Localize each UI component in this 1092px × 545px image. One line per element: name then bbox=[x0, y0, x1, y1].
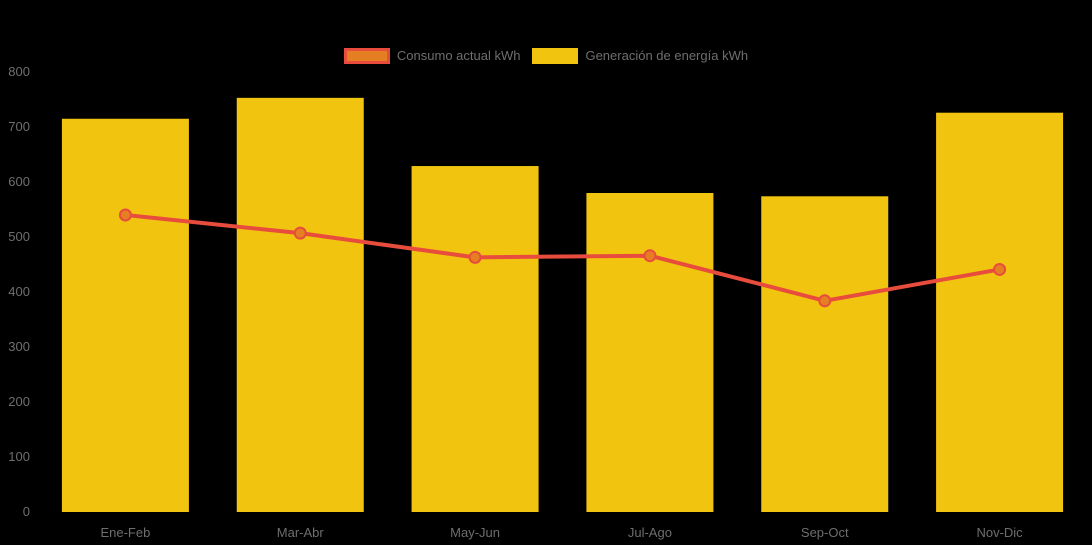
legend-label-generacion: Generación de energía kWh bbox=[585, 48, 749, 63]
y-tick-label-200: 200 bbox=[8, 394, 30, 409]
x-tick-label-mar-abr: Mar-Abr bbox=[276, 525, 324, 540]
line-point-sep-oct[interactable] bbox=[818, 294, 832, 308]
bar-series-swatch-icon bbox=[532, 48, 579, 64]
line-point-jul-ago[interactable] bbox=[643, 249, 657, 263]
x-tick-label-ene-feb: Ene-Feb bbox=[100, 525, 151, 540]
x-tick-label-may-jun: May-Jun bbox=[450, 525, 500, 540]
y-tick-label-600: 600 bbox=[8, 174, 30, 189]
line-series-swatch-icon bbox=[343, 48, 390, 64]
x-tick-label-sep-oct: Sep-Oct bbox=[800, 525, 849, 540]
y-tick-label-0: 0 bbox=[22, 504, 30, 519]
line-point-mar-abr[interactable] bbox=[293, 226, 307, 240]
y-tick-label-800: 800 bbox=[8, 64, 30, 79]
bar-may-jun[interactable] bbox=[411, 166, 539, 513]
bar-ene-feb[interactable] bbox=[61, 118, 189, 512]
y-tick-label-400: 400 bbox=[8, 284, 30, 299]
line-point-nov-dic[interactable] bbox=[993, 262, 1007, 276]
consumo-line bbox=[123, 213, 1002, 303]
legend: Consumo actual kWh Generación de energía… bbox=[0, 48, 1092, 64]
legend-item-generacion[interactable]: Generación de energía kWh bbox=[532, 48, 748, 64]
bar-sep-oct[interactable] bbox=[761, 196, 889, 513]
x-tick-label-jul-ago: Jul-Ago bbox=[627, 525, 672, 540]
y-tick-label-700: 700 bbox=[8, 119, 30, 134]
y-tick-label-100: 100 bbox=[8, 449, 30, 464]
y-tick-label-300: 300 bbox=[8, 339, 30, 354]
legend-item-consumo[interactable]: Consumo actual kWh bbox=[343, 48, 521, 64]
bar-mar-abr[interactable] bbox=[236, 97, 364, 512]
x-tick-label-nov-dic: Nov-Dic bbox=[976, 525, 1023, 540]
bar-nov-dic[interactable] bbox=[936, 112, 1064, 512]
line-point-may-jun[interactable] bbox=[468, 250, 482, 264]
legend-label-consumo: Consumo actual kWh bbox=[396, 48, 521, 63]
y-tick-label-500: 500 bbox=[8, 229, 30, 244]
line-point-ene-feb[interactable] bbox=[118, 208, 132, 222]
bar-jul-ago[interactable] bbox=[586, 193, 714, 512]
